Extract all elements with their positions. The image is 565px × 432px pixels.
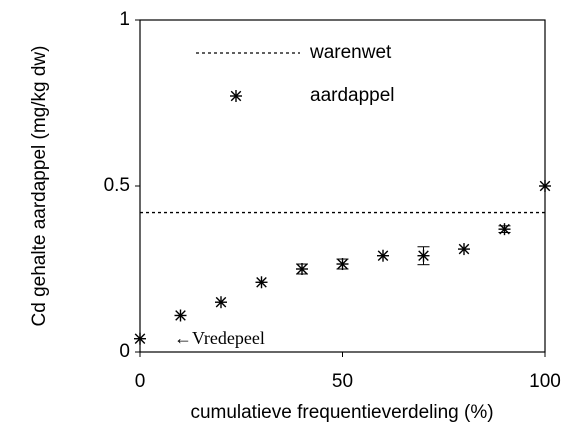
- error-bar: [296, 263, 308, 275]
- legend-label: aardappel: [310, 85, 395, 106]
- star-marker: [377, 249, 389, 262]
- error-bar: [417, 246, 430, 266]
- star-marker: [174, 309, 187, 322]
- x-tick-label: 0: [135, 371, 146, 392]
- y-tick-label: 0.5: [104, 175, 130, 196]
- marker-stroke: [377, 250, 389, 262]
- star-marker: [215, 296, 227, 309]
- annotation: ←Vredepeel: [174, 328, 265, 348]
- star-marker: [458, 243, 470, 256]
- marker-stroke: [230, 90, 242, 102]
- marker-stroke: [215, 296, 227, 308]
- legend-label: warenwet: [309, 42, 392, 63]
- x-tick-label: 100: [529, 371, 561, 392]
- error-bar: [336, 258, 349, 270]
- x-axis-title: cumulatieve frequentieverdeling (%): [190, 402, 493, 423]
- marker-stroke: [134, 333, 146, 345]
- star-marker: [255, 276, 268, 289]
- star-marker: [539, 180, 551, 192]
- star-marker: [134, 332, 146, 345]
- marker-stroke: [256, 276, 267, 288]
- error-bar: [498, 225, 511, 233]
- y-axis-title: Cd gehalte aardappel (mg/kg dw): [29, 46, 50, 327]
- marker-stroke: [458, 243, 470, 255]
- marker-stroke: [539, 180, 551, 192]
- x-tick-label: 50: [332, 371, 353, 392]
- y-tick-label: 1: [119, 9, 130, 30]
- star-marker: [230, 90, 242, 102]
- y-tick-label: 0: [119, 341, 130, 362]
- marker-stroke: [175, 310, 186, 321]
- plot-frame: [139, 19, 546, 353]
